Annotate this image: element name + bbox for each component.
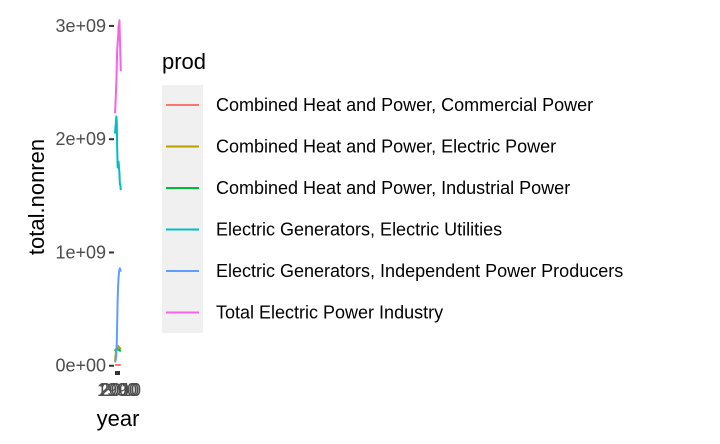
series-line-5 [114,19,122,114]
legend-label-0: Combined Heat and Power, Commercial Powe… [216,95,593,115]
y-axis-title: total.nonren [24,139,49,255]
plot-lines [114,19,122,367]
series-line-4 [114,267,122,363]
legend: prod Combined Heat and Power, Commercial… [162,49,623,333]
y-tick-label: 3e+09 [55,16,106,36]
legend-label-2: Combined Heat and Power, Industrial Powe… [216,178,570,198]
x-tick-label: 2000 [99,380,139,400]
legend-label-4: Electric Generators, Independent Power P… [216,261,623,281]
y-axis: 0e+00 1e+09 2e+09 3e+09 [55,16,114,376]
legend-items: Combined Heat and Power, Commercial Powe… [166,95,623,323]
y-tick-label: 0e+00 [55,356,106,376]
legend-label-5: Total Electric Power Industry [216,303,443,323]
y-tick-label: 1e+09 [55,242,106,262]
y-tick-label: 2e+09 [55,129,106,149]
x-tick-label: 1990 [97,380,137,400]
legend-label-3: Electric Generators, Electric Utilities [216,220,502,240]
x-tick-label: 2010 [101,380,141,400]
x-tick-marks [115,371,120,375]
x-axis-title: year [97,406,140,431]
legend-label-1: Combined Heat and Power, Electric Power [216,137,556,157]
series-line-3 [114,115,122,191]
legend-title: prod [162,49,206,74]
legend-background [162,85,203,333]
